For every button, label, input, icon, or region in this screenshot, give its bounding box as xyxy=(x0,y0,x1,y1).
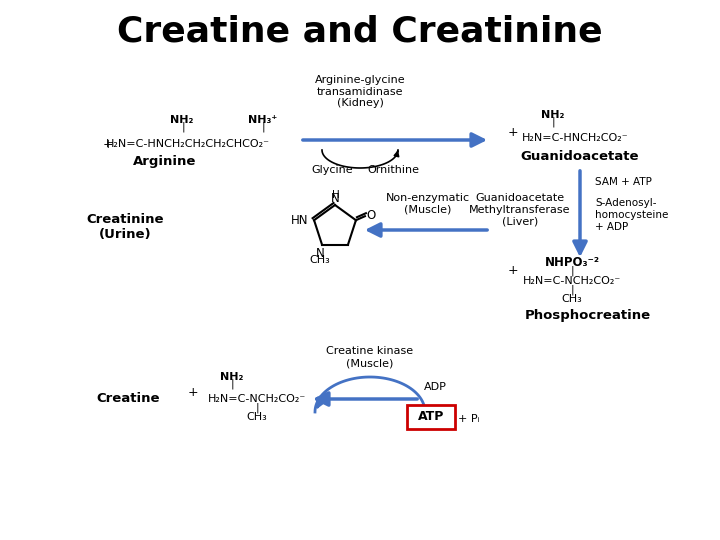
Text: Arginine-glycine
transamidinase
(Kidney): Arginine-glycine transamidinase (Kidney) xyxy=(315,75,405,108)
Text: Creatine and Creatinine: Creatine and Creatinine xyxy=(117,15,603,49)
Text: CH₃: CH₃ xyxy=(310,255,330,265)
FancyBboxPatch shape xyxy=(407,405,455,429)
Text: +: + xyxy=(508,264,518,276)
Text: + Pᵢ: + Pᵢ xyxy=(458,414,480,424)
Text: Phosphocreatine: Phosphocreatine xyxy=(525,308,651,321)
Text: CH₃: CH₃ xyxy=(562,294,582,304)
Text: NH₃⁺: NH₃⁺ xyxy=(248,115,278,125)
Text: +: + xyxy=(103,138,113,151)
Text: HN: HN xyxy=(292,214,309,227)
Text: N: N xyxy=(315,247,325,260)
Text: Creatine: Creatine xyxy=(96,393,160,406)
Text: SAM + ATP: SAM + ATP xyxy=(595,177,652,187)
Text: |: | xyxy=(570,285,574,295)
Text: H₂N=C-NCH₂CO₂⁻: H₂N=C-NCH₂CO₂⁻ xyxy=(523,276,621,286)
Text: |: | xyxy=(230,379,234,389)
Text: S-Adenosyl-
homocysteine
+ ADP: S-Adenosyl- homocysteine + ADP xyxy=(595,198,668,232)
Text: +: + xyxy=(508,125,518,138)
Text: H₂N=C-HNCH₂CH₂CH₂CHCO₂⁻: H₂N=C-HNCH₂CH₂CH₂CHCO₂⁻ xyxy=(106,139,270,149)
Text: |: | xyxy=(181,122,185,132)
Text: NHPO₃⁻²: NHPO₃⁻² xyxy=(544,255,600,268)
Text: |: | xyxy=(261,122,265,132)
Text: NH₂: NH₂ xyxy=(220,372,243,382)
Text: NH₂: NH₂ xyxy=(541,110,564,120)
Text: Creatine kinase
(Muscle): Creatine kinase (Muscle) xyxy=(326,346,413,368)
Text: Non-enzymatic
(Muscle): Non-enzymatic (Muscle) xyxy=(386,193,470,215)
Text: |: | xyxy=(552,117,555,127)
Text: H₂N=C-HNCH₂CO₂⁻: H₂N=C-HNCH₂CO₂⁻ xyxy=(522,133,629,143)
Text: |: | xyxy=(255,403,258,413)
Text: O: O xyxy=(366,208,375,222)
Text: |: | xyxy=(570,266,574,276)
Text: NH₂: NH₂ xyxy=(171,115,194,125)
Text: H₂N=C-NCH₂CO₂⁻: H₂N=C-NCH₂CO₂⁻ xyxy=(208,394,306,404)
Text: Guanidoacetate
Methyltransferase
(Liver): Guanidoacetate Methyltransferase (Liver) xyxy=(469,193,571,227)
Text: Ornithine: Ornithine xyxy=(367,165,419,175)
Text: N: N xyxy=(330,192,339,205)
Text: Arginine: Arginine xyxy=(133,156,197,168)
Text: H: H xyxy=(332,190,340,200)
Text: CH₃: CH₃ xyxy=(247,412,267,422)
Text: Glycine: Glycine xyxy=(311,165,353,175)
Text: ADP: ADP xyxy=(423,382,446,392)
Text: Guanidoacetate: Guanidoacetate xyxy=(521,150,639,163)
Text: +: + xyxy=(188,386,198,399)
Text: ATP: ATP xyxy=(418,410,444,423)
Text: Creatinine
(Urine): Creatinine (Urine) xyxy=(86,213,163,241)
